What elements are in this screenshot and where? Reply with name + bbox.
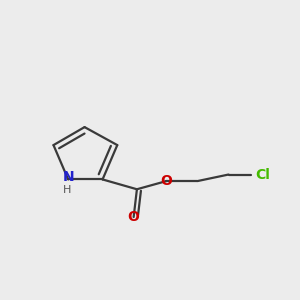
Text: Cl: Cl [255,167,270,182]
Text: N: N [62,170,74,184]
Text: H: H [62,185,71,195]
Text: O: O [128,210,140,224]
Text: O: O [160,174,172,188]
